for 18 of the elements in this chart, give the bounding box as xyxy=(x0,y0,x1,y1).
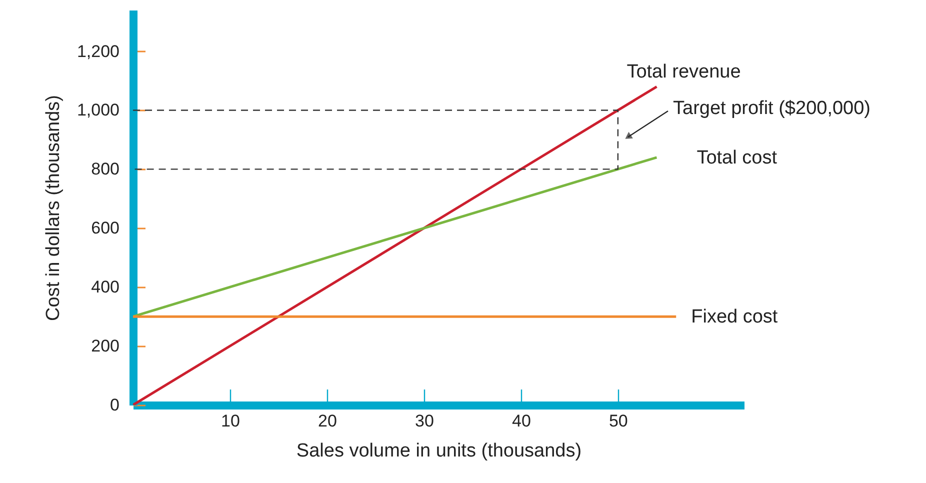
text: Total cost xyxy=(696,147,778,168)
x-axis-title: Sales volume in units (thousands) xyxy=(296,440,582,462)
x-tick-label: 50 xyxy=(608,412,628,430)
y-tick-label: 200 xyxy=(91,336,120,356)
annotation: Target profit ($200,000) xyxy=(673,98,871,119)
y-tick-label: 1,200 xyxy=(76,42,120,61)
y-axis-title: Cost in dollars (thousands) xyxy=(42,95,64,321)
x-tick-label: 20 xyxy=(318,412,337,430)
y-tick-label: 1,000 xyxy=(76,100,120,120)
x-tick-label: 40 xyxy=(512,412,531,430)
y-tick-label: 0 xyxy=(110,396,120,414)
y-tick-label: 400 xyxy=(91,278,120,297)
y-tick-label: 800 xyxy=(91,160,120,179)
x-tick-label: 10 xyxy=(221,412,240,430)
x-tick-label: 30 xyxy=(414,412,434,430)
series-label: Total revenue xyxy=(626,62,741,83)
series-label: Fixed cost xyxy=(691,306,778,328)
y-tick-label: 600 xyxy=(91,218,120,238)
